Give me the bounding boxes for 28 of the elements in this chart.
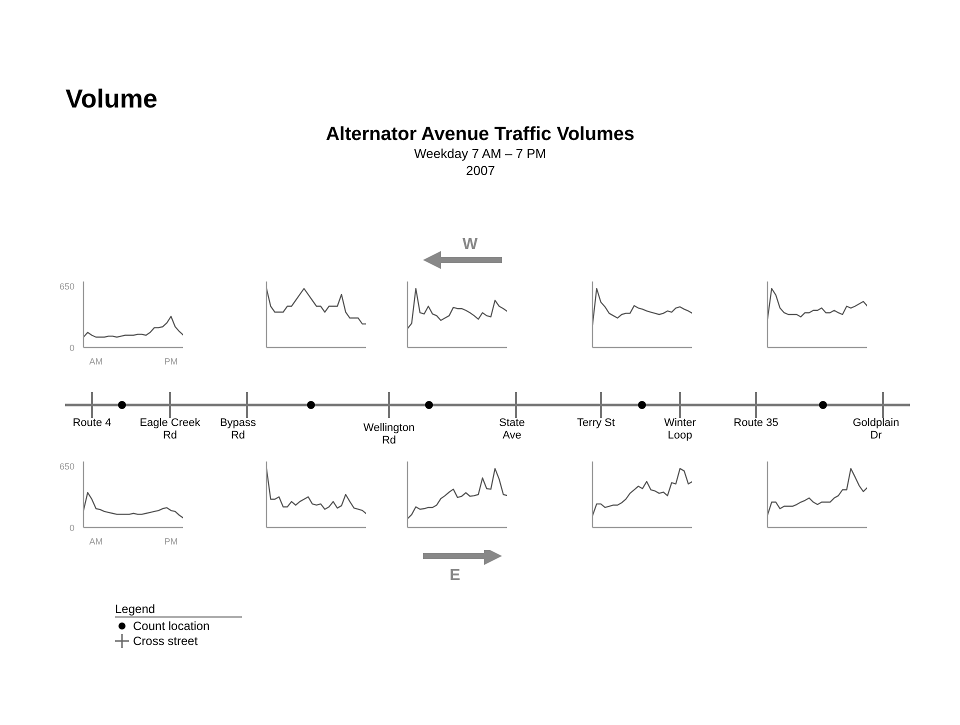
text: Legend [115, 602, 156, 616]
text: Terry St [577, 417, 615, 429]
text: Cross street [133, 634, 198, 648]
x-tick-label: PM [164, 536, 178, 546]
text: Eagle Creek Rd [140, 417, 201, 442]
text: Winter Loop [664, 417, 696, 442]
y-tick-label: 650 [59, 282, 75, 292]
text: Volume [66, 84, 158, 114]
y-tick-label: 0 [69, 343, 75, 353]
x-tick-label: AM [89, 536, 103, 546]
text: Bypass Rd [220, 417, 257, 442]
text: Weekday 7 AM – 7 PM [414, 146, 546, 161]
text: W [462, 236, 478, 253]
y-tick-label: 0 [69, 523, 75, 533]
text: State Ave [499, 417, 525, 442]
x-tick-label: PM [164, 356, 178, 366]
text: Wellington Rd [363, 422, 415, 447]
text: Route 4 [72, 417, 112, 429]
y-tick-label: 650 [59, 462, 75, 472]
text: 2007 [466, 163, 495, 178]
line-series [84, 316, 183, 338]
text: E [450, 567, 461, 584]
x-tick-label: AM [89, 356, 103, 366]
line-series [84, 492, 183, 519]
text: Alternator Avenue Traffic Volumes [326, 124, 634, 145]
text: Goldplain Dr [852, 417, 900, 442]
text: Route 35 [734, 417, 778, 429]
text: Count location [133, 619, 210, 633]
